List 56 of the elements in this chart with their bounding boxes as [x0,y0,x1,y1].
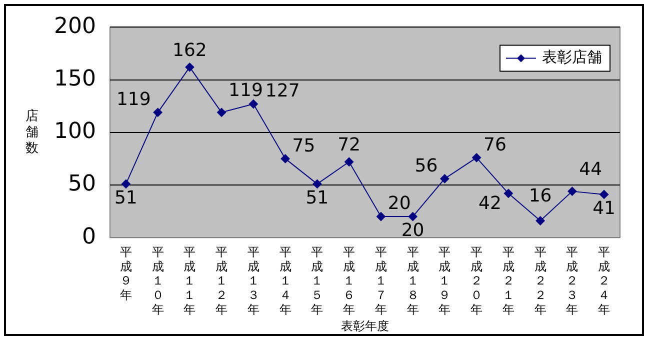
point [185,62,194,72]
data-label: 20 [401,220,424,242]
data-label: 16 [528,185,552,206]
x-tick-label: 平成１２年 [216,244,228,317]
data-label: 119 [228,80,263,102]
point [536,216,545,226]
point [472,153,482,162]
data-label: 42 [478,193,502,214]
y-tick-label: 150 [54,66,96,92]
data-label: 44 [579,158,602,180]
data-label: 20 [388,193,411,214]
point [440,174,450,184]
x-tick-label: 平成２１年 [502,244,514,317]
point [121,179,130,188]
x-tick-label: 平成１１年 [184,244,196,317]
data-label: 127 [265,80,300,102]
x-tick-label: 平成１７年 [374,244,387,317]
point [280,154,290,164]
y-tick-label: 200 [54,14,96,39]
point [248,99,258,108]
y-tick-label: 50 [68,172,96,197]
x-tick-label: 平成１６年 [343,244,356,317]
point [153,108,162,117]
point [344,157,354,166]
data-label: 72 [338,134,361,156]
point [312,179,322,188]
x-tick-label: 平成２０年 [470,244,483,317]
data-label: 76 [484,134,506,156]
y-tick-label: 0 [82,224,96,250]
data-label: 56 [414,155,438,176]
x-tick-label: 平成１８年 [406,244,419,317]
y-tick-label: 100 [54,119,96,144]
x-tick-label: 平成２２年 [534,244,546,317]
legend-label: 表彰店舗 [542,48,602,66]
x-tick-label: 平成２４年 [598,244,610,317]
x-tick-label: 平成１０年 [152,244,164,317]
point [376,212,386,222]
point [568,186,577,196]
data-label: 51 [306,188,329,209]
data-label: 162 [172,40,207,61]
x-tick-label: 平成２３年 [566,244,578,317]
data-label: 41 [592,198,616,220]
x-tick-label: 平成１４年 [279,244,292,317]
x-tick-label: 平成９年 [120,244,132,302]
y-axis-title: 店舗数 [26,108,38,156]
x-tick-label: 平成１９年 [438,244,451,317]
data-label: 75 [292,135,316,156]
data-label: 51 [114,188,138,209]
point [600,190,609,199]
point [217,108,226,117]
point [408,212,418,222]
x-tick-label: 平成１３年 [247,244,260,317]
data-label: 119 [116,89,151,110]
x-tick-label: 平成１５年 [311,244,324,317]
x-axis-title: 表彰年度 [340,318,389,333]
point [504,188,513,198]
